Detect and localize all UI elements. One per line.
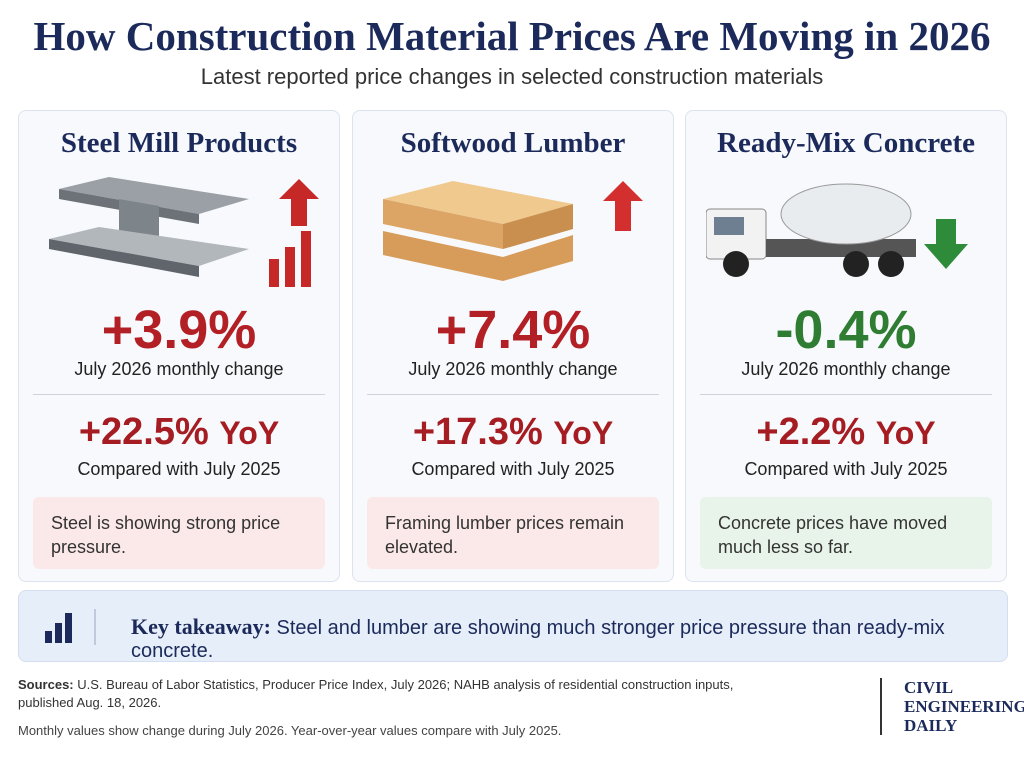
card-title: Steel Mill Products <box>60 127 298 159</box>
yoy-unit: YoY <box>553 415 614 451</box>
yoy-unit: YoY <box>219 415 280 451</box>
yoy-unit: YoY <box>875 415 936 451</box>
logo-line: DAILY <box>904 716 958 735</box>
sources-text: U.S. Bureau of Labor Statistics, Produce… <box>18 677 734 710</box>
sources-note: Monthly values show change during July 2… <box>18 723 562 738</box>
truck-illustration <box>706 183 968 277</box>
note: Framing lumber prices remain elevated. <box>367 497 659 569</box>
yoy-change: +2.2% YoY <box>686 411 1006 454</box>
card: Steel Mill Products +3.9% July 2026 mont… <box>18 110 340 582</box>
note: Concrete prices have moved much less so … <box>700 497 992 569</box>
yoy-label: Compared with July 2025 <box>77 459 281 479</box>
logo: CIVIL ENGINEERING DAILY <box>880 678 1024 735</box>
takeaway-text: Steel and lumber are showing much strong… <box>131 617 945 662</box>
sources: Sources: U.S. Bureau of Labor Statistics… <box>18 676 778 712</box>
lumber-illustration <box>383 181 643 281</box>
monthly-label: July 2026 monthly change <box>408 359 618 379</box>
yoy-change: +17.3% YoY <box>353 411 673 454</box>
monthly-label: July 2026 monthly change <box>74 359 284 379</box>
yoy-value: +22.5% <box>78 411 209 453</box>
monthly-change: +7.4% <box>435 300 591 360</box>
card-title: Ready-Mix Concrete <box>717 127 975 159</box>
steel-illustration <box>49 177 319 287</box>
yoy-value: +17.3% <box>412 411 543 453</box>
yoy-label: Compared with July 2025 <box>411 459 615 479</box>
note: Steel is showing strong price pressure. <box>33 497 325 569</box>
sources-label: Sources: <box>18 677 74 692</box>
takeaway-box: Key takeaway: Steel and lumber are showi… <box>18 590 1008 662</box>
title: How Construction Material Prices Are Mov… <box>33 13 991 59</box>
divider <box>700 394 992 395</box>
subtitle: Latest reported price changes in selecte… <box>200 64 824 89</box>
card: Softwood Lumber +7.4% July 2026 monthly … <box>352 110 674 582</box>
takeaway-label: Key takeaway: <box>131 614 271 639</box>
card: Ready-Mix Concrete -0.4% July 2026 month… <box>685 110 1007 582</box>
yoy-change: +22.5% YoY <box>19 411 339 454</box>
monthly-label: July 2026 monthly change <box>741 359 951 379</box>
takeaway: Key takeaway: Steel and lumber are showi… <box>131 614 1007 663</box>
card-title: Softwood Lumber <box>400 127 626 159</box>
yoy-value: +2.2% <box>756 411 866 453</box>
divider <box>33 394 325 395</box>
logo-line: CIVIL <box>904 678 954 697</box>
monthly-change: +3.9% <box>101 300 257 360</box>
logo-line: ENGINEERING <box>904 697 1024 716</box>
yoy-label: Compared with July 2025 <box>744 459 948 479</box>
monthly-change: -0.4% <box>775 300 917 360</box>
takeaway-icon <box>45 609 96 645</box>
divider <box>367 394 659 395</box>
